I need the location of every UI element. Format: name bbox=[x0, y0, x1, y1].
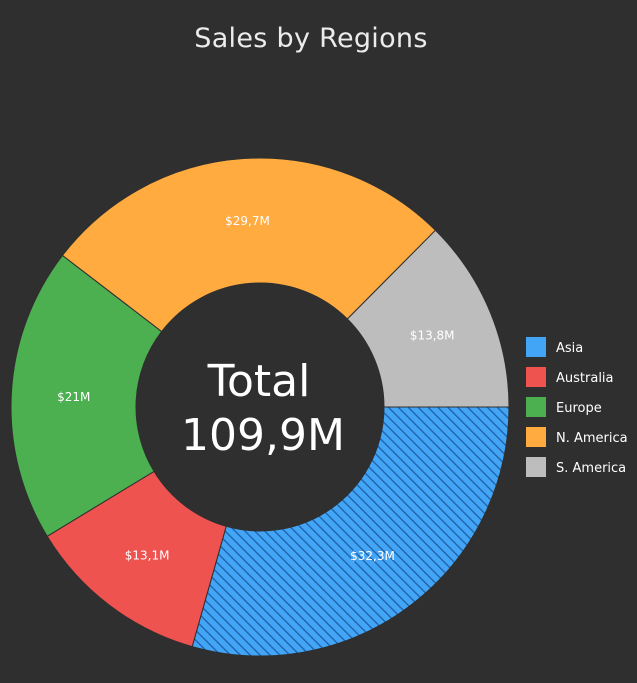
legend-item-asia[interactable]: Asia bbox=[526, 337, 583, 357]
legend-swatch-europe bbox=[526, 397, 546, 417]
slice-n-america[interactable] bbox=[61, 157, 437, 333]
center-total-value: 109,9M bbox=[181, 410, 345, 461]
slice-label-australia: $13,1M bbox=[125, 548, 170, 562]
chart-title: Sales by Regions bbox=[194, 23, 427, 54]
slice-label-n-america: $29,7M bbox=[225, 214, 270, 228]
slice-label-europe: $21M bbox=[57, 390, 90, 404]
legend-label-australia: Australia bbox=[556, 371, 614, 386]
legend: Asia Australia Europe N. America S. America bbox=[526, 337, 628, 477]
legend-item-s-america[interactable]: S. America bbox=[526, 457, 626, 477]
legend-swatch-australia bbox=[526, 367, 546, 387]
slice-label-s-america: $13,8M bbox=[410, 328, 455, 342]
slice-asia[interactable] bbox=[191, 406, 510, 657]
legend-item-australia[interactable]: Australia bbox=[526, 367, 614, 387]
legend-swatch-s-america bbox=[526, 457, 546, 477]
legend-swatch-asia bbox=[526, 337, 546, 357]
legend-label-n-america: N. America bbox=[556, 431, 628, 446]
slice-labels-group: $32,3M $13,1M $21M $29,7M $13,8M bbox=[57, 214, 454, 563]
legend-label-asia: Asia bbox=[556, 341, 583, 356]
slice-europe[interactable] bbox=[10, 254, 163, 537]
slice-label-asia: $32,3M bbox=[350, 549, 395, 563]
legend-label-europe: Europe bbox=[556, 401, 602, 416]
legend-item-n-america[interactable]: N. America bbox=[526, 427, 628, 447]
slice-s-america[interactable] bbox=[346, 229, 510, 408]
legend-item-europe[interactable]: Europe bbox=[526, 397, 602, 417]
slices-group bbox=[10, 157, 510, 657]
legend-swatch-n-america bbox=[526, 427, 546, 447]
center-total-label: Total bbox=[207, 356, 311, 407]
legend-label-s-america: S. America bbox=[556, 461, 626, 476]
